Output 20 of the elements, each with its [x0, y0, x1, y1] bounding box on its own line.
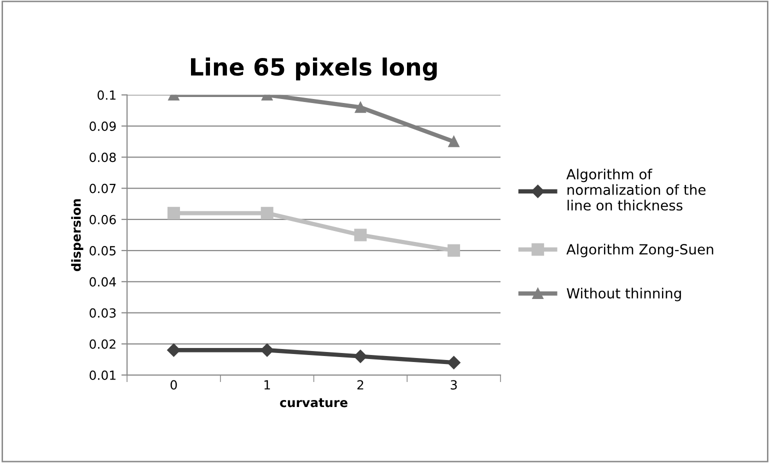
x-tick-label: 2	[357, 380, 364, 390]
y-tick-label: 0.01	[90, 370, 116, 380]
y-tick-label: 0.04	[90, 277, 116, 287]
x-tick-label: 3	[450, 380, 457, 390]
y-tick-label: 0.1	[98, 90, 116, 100]
y-tick-label: 0.06	[90, 214, 116, 224]
y-tick-label: 0.03	[90, 308, 116, 318]
legend-label: Without thinning	[566, 288, 681, 302]
y-tick-label: 0.07	[90, 184, 116, 194]
y-tick-label: 0.08	[90, 152, 116, 162]
y-tick-label: 0.02	[90, 339, 116, 349]
x-axis-title: curvature	[280, 398, 348, 408]
y-tick-label: 0.05	[90, 246, 116, 256]
y-axis-title: dispersion	[71, 199, 84, 272]
y-tick-label: 0.09	[90, 122, 116, 131]
legend-label: Algorithm of normalization of the line on thickness	[566, 168, 706, 211]
x-tick-label: 0	[170, 380, 177, 390]
chart-title: Line 65 pixels long	[191, 58, 437, 81]
legend-label: Algorithm Zong-Suen	[566, 244, 714, 258]
x-tick-label: 1	[264, 380, 270, 390]
